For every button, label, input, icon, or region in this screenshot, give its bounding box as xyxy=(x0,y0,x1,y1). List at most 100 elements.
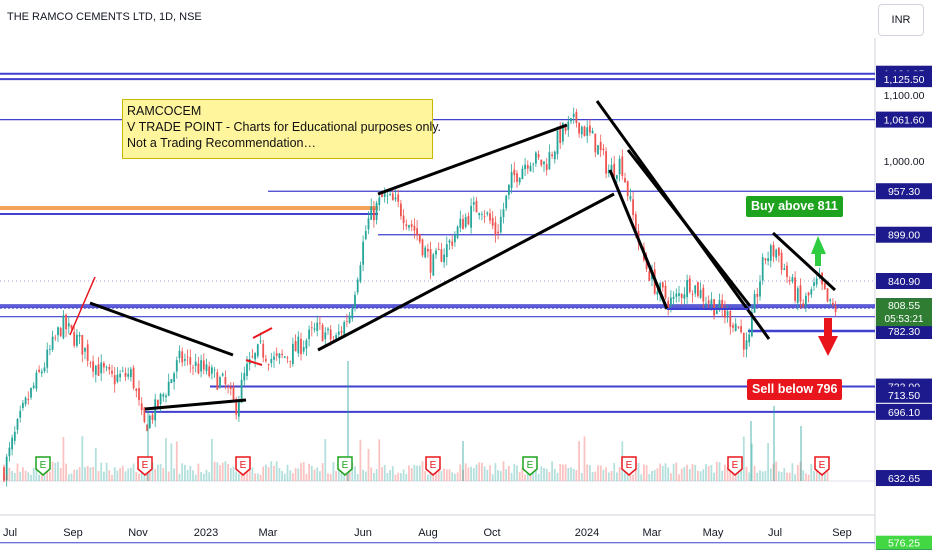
candle xyxy=(767,251,769,266)
candle xyxy=(678,285,680,303)
candle xyxy=(680,292,683,305)
candle-body xyxy=(443,254,445,263)
candle-body xyxy=(143,407,146,422)
candle-body xyxy=(370,206,373,220)
candle-body xyxy=(324,332,327,340)
earnings-label: E xyxy=(430,460,437,471)
candle-body xyxy=(275,353,278,356)
candle xyxy=(621,149,624,180)
volume-bar xyxy=(192,470,194,481)
candle-body xyxy=(729,310,732,327)
candle xyxy=(502,202,505,224)
candle-body xyxy=(394,197,397,200)
candle-body xyxy=(472,202,475,205)
candle-body xyxy=(186,356,189,358)
price-level-tag-text: 1,125.50 xyxy=(884,74,925,86)
volume-bar xyxy=(748,472,751,481)
earnings-icon xyxy=(35,456,51,476)
candle xyxy=(516,170,518,188)
candle xyxy=(302,340,305,355)
candle xyxy=(194,353,197,373)
volume-bar xyxy=(151,462,154,481)
candle-body xyxy=(49,349,51,350)
candle xyxy=(832,298,834,308)
candle-body xyxy=(448,240,451,243)
candle-body xyxy=(559,127,562,143)
candle-body xyxy=(219,377,221,387)
candle-body xyxy=(121,370,124,372)
candle xyxy=(815,273,818,288)
volume-bar xyxy=(699,471,702,481)
candle-body xyxy=(16,418,19,430)
earnings-marker: E xyxy=(814,456,830,476)
volume-bar xyxy=(370,467,373,481)
candle xyxy=(22,399,24,411)
candle xyxy=(127,367,130,380)
candle xyxy=(256,343,259,359)
candle-body xyxy=(243,373,246,381)
volume-bar xyxy=(16,463,19,481)
candle xyxy=(575,108,578,128)
candle xyxy=(3,464,5,483)
candle xyxy=(243,366,246,387)
volume-bar xyxy=(775,461,778,481)
candle xyxy=(778,246,780,263)
candle-body xyxy=(435,250,437,255)
candle-body xyxy=(497,231,499,234)
volume-bar xyxy=(76,469,78,481)
candle xyxy=(121,366,124,373)
currency-button[interactable]: INR xyxy=(878,4,924,36)
volume-bar xyxy=(724,464,726,481)
candle-body xyxy=(3,467,5,481)
candle-body xyxy=(310,327,313,329)
volume-bar xyxy=(227,464,229,481)
candle xyxy=(675,288,678,303)
volume-bar xyxy=(321,463,324,481)
candle xyxy=(791,273,794,284)
candle xyxy=(167,373,170,397)
volume-bar xyxy=(24,470,27,481)
volume-bar xyxy=(86,465,89,481)
volume-bar xyxy=(5,474,8,481)
volume-bar xyxy=(248,461,251,481)
candle-body xyxy=(548,152,551,170)
candle-body xyxy=(51,336,54,350)
candle-body xyxy=(346,321,348,322)
candle-body xyxy=(175,360,178,372)
volume-bar xyxy=(815,466,818,481)
volume-bar xyxy=(813,471,815,481)
candle-body xyxy=(661,282,664,288)
volume-bar xyxy=(521,467,524,481)
buy-arrow-up xyxy=(811,236,826,266)
candle-body xyxy=(815,278,818,285)
volume-bar xyxy=(391,466,394,481)
candle-body xyxy=(367,218,370,230)
candle-body xyxy=(348,315,351,323)
volume-bar xyxy=(81,436,84,481)
candle-body xyxy=(459,218,462,228)
note-line-disclaimer: V TRADE POINT - Charts for Educational p… xyxy=(127,120,442,134)
candle xyxy=(491,210,494,230)
candle-body xyxy=(59,327,62,337)
candle-body xyxy=(267,364,270,366)
volume-bar xyxy=(400,473,402,481)
price-level-tag-bg xyxy=(876,403,932,420)
candle xyxy=(227,384,229,394)
candle-body xyxy=(715,310,718,315)
candle-body xyxy=(753,293,756,313)
candle-body xyxy=(726,311,729,316)
candle-body xyxy=(130,369,132,378)
volume-bar xyxy=(267,467,270,481)
candle xyxy=(683,287,686,305)
volume-bar xyxy=(556,472,559,481)
candle xyxy=(499,209,502,234)
candle xyxy=(529,162,532,172)
trend-line xyxy=(317,192,615,352)
volume-bar xyxy=(580,472,583,481)
volume-bar xyxy=(105,462,108,481)
candle-body xyxy=(200,360,202,372)
candle-body xyxy=(148,415,151,428)
volume-bar xyxy=(613,463,616,481)
